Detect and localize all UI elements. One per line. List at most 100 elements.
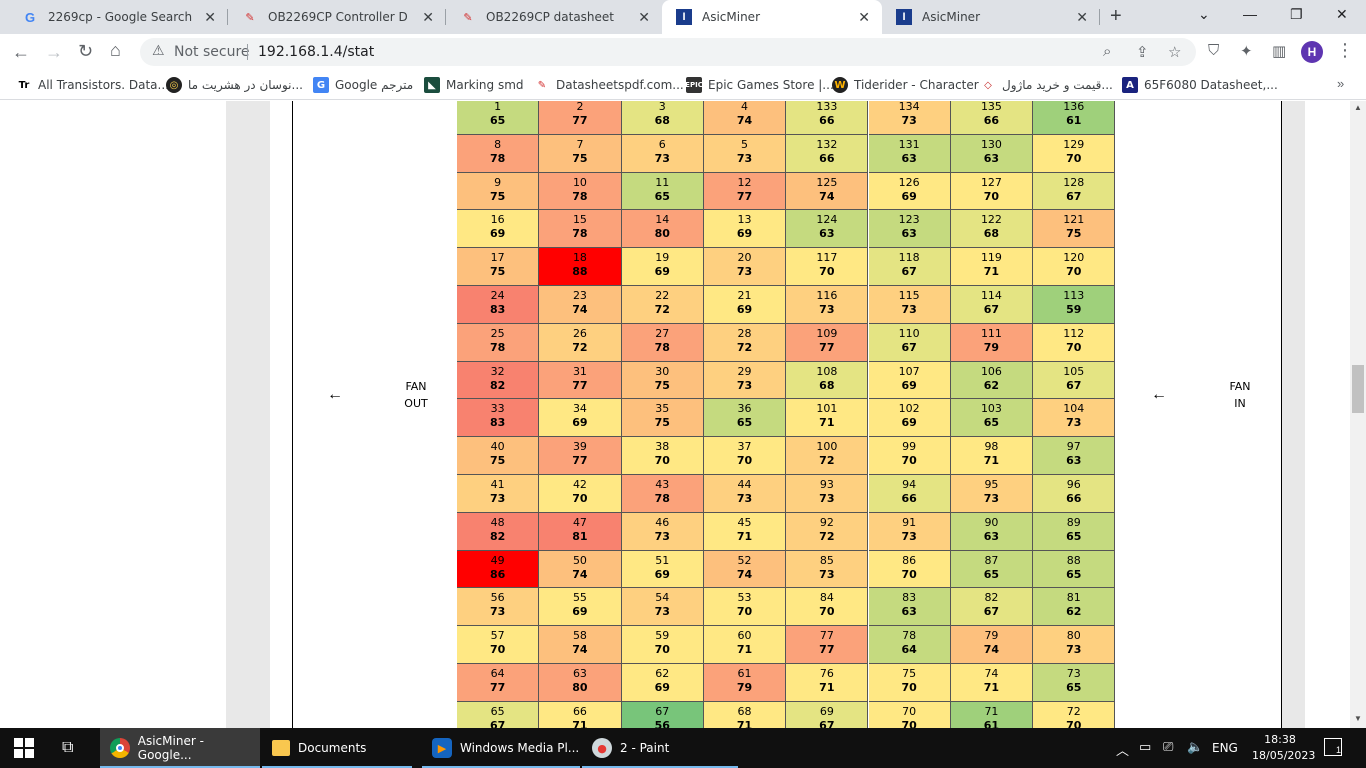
zoom-icon[interactable]: ⌕	[1103, 43, 1112, 60]
epic-games-icon: EPIC	[685, 77, 703, 93]
bookmark-star-icon[interactable]: ☆	[1168, 44, 1182, 61]
chip-temperature: 71	[819, 416, 835, 430]
home-icon[interactable]: ⌂	[110, 40, 121, 60]
taskbar-item-media-player[interactable]: ▶ Windows Media Pl...	[422, 728, 580, 768]
security-label[interactable]: Not secure	[174, 44, 250, 60]
shop-icon: ◇	[984, 79, 992, 91]
restore-icon[interactable]: ❐	[1290, 6, 1303, 22]
bookmark-item[interactable]: W Tiderider - Character	[832, 76, 979, 94]
chip-id: 134	[898, 101, 920, 113]
fan-out-label: FAN OUT	[404, 380, 428, 410]
forward-icon[interactable]: →	[45, 42, 63, 62]
windows-start-icon[interactable]	[14, 738, 34, 758]
language-indicator[interactable]: ENG	[1212, 741, 1238, 755]
tab-google-search[interactable]: G 2269cp - Google Search ✕	[8, 0, 228, 34]
share-icon[interactable]: ⇪	[1136, 44, 1149, 61]
volume-icon[interactable]: 🔈	[1187, 740, 1204, 755]
more-bookmarks-icon[interactable]: »	[1337, 76, 1345, 91]
close-icon[interactable]: ✕	[858, 9, 870, 25]
tab-asicminer[interactable]: I AsicMiner ✕	[882, 0, 1100, 34]
chip-temperature: 67	[983, 605, 1000, 619]
warning-icon[interactable]: ⚠	[152, 42, 165, 58]
chip-cell: 88 65	[1033, 550, 1116, 589]
close-icon[interactable]: ✕	[638, 9, 650, 25]
close-icon[interactable]: ✕	[422, 9, 434, 25]
bookmark-item[interactable]: ◇ قیمت و خرید ماژول...	[980, 76, 1113, 94]
chip-id: 46	[655, 515, 670, 529]
chip-id: 37	[737, 440, 752, 454]
chip-temperature: 74	[983, 643, 1000, 657]
chip-temperature: 72	[654, 303, 670, 316]
chip-temperature: 63	[901, 227, 917, 241]
chip-id: 63	[572, 667, 587, 680]
tab-search-icon[interactable]: ⌄	[1198, 6, 1210, 22]
show-hidden-icons-icon[interactable]: ︿	[1116, 744, 1130, 759]
url-text[interactable]: 192.168.1.4/stat	[258, 44, 375, 60]
back-icon[interactable]: ←	[12, 42, 30, 62]
chip-cell: 76 71	[786, 664, 869, 702]
new-tab-icon[interactable]: +	[1110, 5, 1122, 27]
tab-asicminer-active[interactable]: I AsicMiner ✕	[662, 0, 882, 34]
battery-icon[interactable]: ▭	[1139, 740, 1152, 755]
tab-controller-datasheet[interactable]: ✎ OB2269CP Controller Datasheet ✕	[228, 0, 446, 34]
avatar[interactable]: H	[1301, 41, 1323, 63]
bookmark-item[interactable]: EPIC Epic Games Store |...	[685, 77, 834, 93]
taskbar-item-documents[interactable]: Documents	[262, 728, 412, 768]
chip-temperature: 65	[489, 114, 506, 127]
extensions-puzzle-icon[interactable]: ✦	[1240, 43, 1253, 60]
chip-id: 90	[984, 515, 999, 529]
chip-temperature: 71	[736, 718, 753, 728]
chip-temperature: 73	[983, 492, 1000, 505]
bookmark-item[interactable]: ✎ Datasheetspdf.com...	[534, 76, 684, 94]
chip-cell: 80 73	[1033, 626, 1116, 664]
chip-id: 17	[490, 251, 505, 265]
close-window-icon[interactable]: ✕	[1336, 6, 1348, 22]
chip-temperature: 70	[1066, 151, 1082, 165]
network-icon[interactable]: ⎚	[1163, 740, 1174, 755]
chip-cell: 86 70	[868, 550, 951, 589]
side-panel-icon[interactable]: ▥	[1272, 43, 1287, 60]
asicminer-icon: I	[896, 9, 912, 25]
bookmark-item[interactable]: ◣ Marking smd	[424, 76, 524, 94]
close-icon[interactable]: ✕	[204, 9, 216, 25]
chip-id: 11	[655, 175, 670, 189]
chip-temperature: 83	[489, 303, 506, 316]
chip-cell: 131 63	[868, 134, 951, 173]
chip-id: 33	[490, 402, 505, 416]
close-icon[interactable]: ✕	[1076, 9, 1088, 25]
taskbar-item-chrome[interactable]: AsicMiner - Google...	[100, 728, 260, 768]
chip-cell: 54 73	[621, 588, 704, 627]
scroll-down-icon[interactable]: ▼	[1354, 714, 1362, 723]
tab-title: AsicMiner	[702, 10, 761, 24]
address-bar[interactable]	[140, 38, 1196, 66]
scrollbar-thumb[interactable]	[1352, 365, 1364, 413]
scroll-up-icon[interactable]: ▲	[1354, 103, 1362, 112]
vertical-scrollbar[interactable]	[1350, 101, 1366, 728]
chip-cell: 14 80	[621, 210, 704, 249]
extension-shield-icon[interactable]: ⛉	[1208, 42, 1220, 59]
tab-datasheet[interactable]: ✎ OB2269CP datasheet ✕	[446, 0, 662, 34]
bookmark-item[interactable]: ◎ نوسان در هشریت ما...	[166, 76, 303, 94]
bookmark-item[interactable]: G Google مترجم	[313, 76, 413, 94]
notification-center-icon[interactable]: 1	[1324, 738, 1342, 756]
minimize-icon[interactable]: —	[1243, 6, 1257, 22]
clock[interactable]: 18:38 18/05/2023	[1252, 733, 1316, 762]
task-view-icon[interactable]: ⧉	[62, 739, 74, 756]
chip-cell: 46 73	[621, 512, 704, 551]
chip-id: 43	[655, 478, 670, 491]
chip-cell: 99 70	[868, 437, 951, 475]
menu-icon[interactable]: ⋮	[1336, 40, 1354, 60]
tab-title: OB2269CP datasheet	[486, 10, 615, 24]
chip-temperature: 70	[1066, 718, 1082, 728]
bookmark-item[interactable]: Tr All Transistors. Data...	[16, 76, 169, 94]
chip-temperature: 73	[654, 605, 670, 619]
taskbar-item-paint[interactable]: ● 2 - Paint	[582, 728, 738, 768]
chip-id: 9	[494, 175, 502, 189]
bookmark-item[interactable]: A 65F6080 Datasheet,...	[1122, 76, 1278, 94]
chip-cell: 82 67	[950, 588, 1034, 627]
reload-icon[interactable]: ↻	[78, 41, 94, 61]
chip-temperature: 70	[901, 454, 917, 468]
chip-cell: 42 70	[539, 475, 622, 513]
chip-id: 70	[902, 704, 917, 718]
chip-id: 55	[572, 591, 587, 605]
